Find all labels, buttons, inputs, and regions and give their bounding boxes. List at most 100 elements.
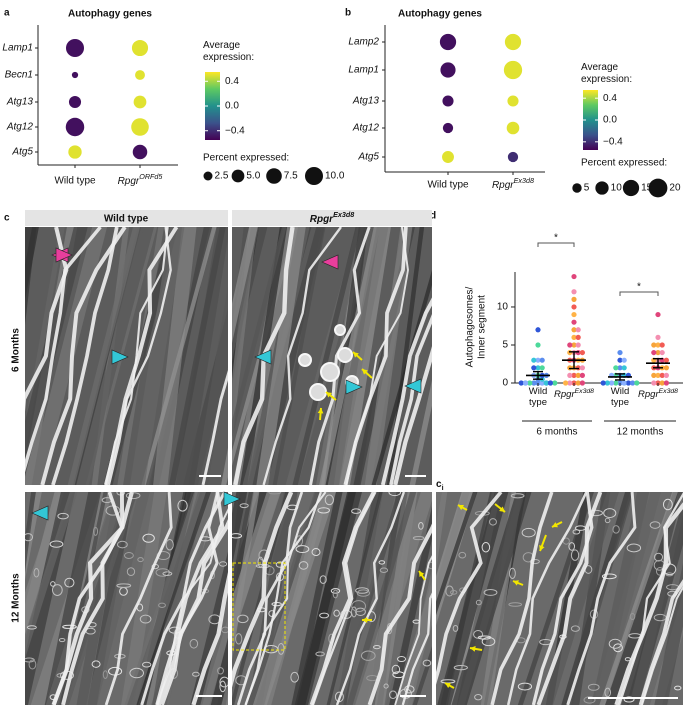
texture-vesicle (608, 638, 622, 649)
texture-band (451, 492, 532, 705)
texture-band (592, 492, 662, 705)
texture-vesicle (189, 638, 199, 649)
texture-vesicle (330, 588, 341, 594)
texture-vesicle (481, 636, 496, 647)
texture-vesicle (290, 671, 299, 683)
arrowhead (55, 247, 73, 263)
arrowhead (111, 349, 129, 365)
dot (440, 62, 456, 78)
gene-label: Atg5 (11, 147, 33, 158)
texture-vesicle (57, 512, 69, 520)
gene-label: Lamp1 (348, 65, 379, 76)
x-tick-label-base: Rpgr (118, 176, 140, 187)
texture-vesicle (295, 545, 310, 554)
arrowhead (31, 505, 49, 521)
column-header-base: Rpgr (310, 214, 334, 225)
texture-band (27, 227, 108, 485)
texture-vesicle (604, 687, 612, 698)
texture-band (232, 227, 258, 344)
texture-vesicle (126, 567, 136, 577)
data-point (651, 380, 657, 386)
color-legend-title: Average expression: (581, 62, 633, 85)
color-legend-title: Average expression: (203, 40, 255, 63)
membrane (367, 523, 432, 705)
texture-band (599, 492, 678, 705)
panel-label: c (4, 213, 10, 224)
gene-label: Atg12 (6, 122, 34, 133)
membrane (343, 227, 408, 485)
data-point (575, 380, 581, 386)
data-point (535, 357, 541, 363)
texture-band (153, 227, 197, 485)
texture-vesicle (58, 637, 66, 643)
texture-vesicle (317, 507, 330, 514)
texture-vesicle (388, 690, 398, 699)
data-point (621, 380, 627, 386)
membrane (104, 492, 173, 705)
texture-vesicle (64, 577, 75, 588)
row-header: 12 Months (11, 573, 22, 623)
membrane (309, 492, 376, 705)
x-tick-label: Wild type (610, 386, 630, 408)
dot (71, 71, 79, 79)
membrane (40, 227, 127, 485)
texture-vesicle (604, 517, 611, 524)
texture-vesicle (412, 536, 425, 541)
texture-vesicle (568, 542, 576, 551)
chart-title: Autophagy genes (398, 9, 482, 20)
x-tick-label-base: Rpgr (638, 389, 659, 401)
texture-vesicle (481, 542, 491, 553)
texture-band (232, 492, 248, 566)
texture-band (202, 617, 228, 705)
texture-band (256, 227, 306, 485)
size-legend-dot (622, 179, 640, 197)
texture-band (436, 492, 478, 616)
membrane (232, 492, 294, 688)
data-point (651, 349, 657, 356)
dot (65, 117, 85, 137)
data-point (552, 380, 558, 386)
texture-vesicle (570, 549, 580, 561)
gene-label: Atg13 (6, 97, 34, 108)
texture-vesicle (452, 624, 459, 632)
colorbar (583, 90, 598, 150)
colorbar (205, 72, 220, 140)
panel-label-sub: i (442, 483, 444, 492)
data-point (575, 327, 581, 333)
vesicle (320, 362, 340, 382)
texture-vesicle (49, 540, 64, 548)
texture-band (210, 637, 228, 705)
x-tick-label-sup: Ex3d8 (658, 388, 678, 395)
arrowhead (404, 378, 422, 394)
panel-label: a (4, 8, 10, 19)
texture-vesicle (221, 626, 228, 634)
size-legend-label: 15 (641, 183, 653, 194)
texture-band (389, 506, 432, 705)
membrane (401, 592, 432, 705)
texture-band (440, 492, 496, 705)
membrane (566, 492, 637, 705)
texture-band (168, 227, 226, 485)
membrane (335, 492, 406, 705)
data-point (579, 365, 586, 371)
texture-vesicle (517, 682, 533, 691)
arrow-head (470, 646, 476, 652)
data-point (571, 296, 577, 302)
data-point (567, 372, 573, 378)
texture-vesicle (162, 571, 173, 576)
data-point (617, 365, 623, 371)
texture-vesicle (332, 589, 339, 599)
membrane (51, 492, 134, 705)
texture-band (436, 492, 470, 607)
membrane (262, 227, 342, 485)
membrane (536, 492, 603, 705)
texture-vesicle (356, 589, 370, 597)
y-tick-label: 5 (502, 340, 508, 351)
membrane (140, 492, 227, 705)
texture-band (412, 646, 432, 705)
x-tick-label: RpgrEx3d8 (554, 386, 594, 400)
colorbar-tick-label: 0.0 (603, 115, 617, 126)
arrow-head (499, 506, 505, 512)
x-tick-label-base: Rpgr (554, 389, 575, 401)
